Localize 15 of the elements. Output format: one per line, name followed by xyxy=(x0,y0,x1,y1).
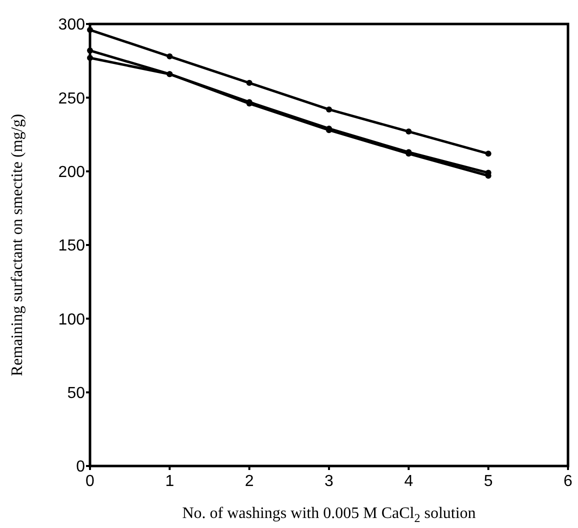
y-tick-label: 200 xyxy=(58,164,86,181)
x-tick-label: 5 xyxy=(484,473,493,490)
x-tick-label: 6 xyxy=(564,473,573,490)
y-axis-title: Remaining surfactant on smectite (mg/g) xyxy=(9,114,26,376)
x-tick-label: 4 xyxy=(404,473,414,490)
y-tick-label: 0 xyxy=(76,458,86,476)
y-tick-label: 300 xyxy=(58,16,86,34)
x-axis-title: No. of washings with 0.005 M CaCl$_{2}$ solution xyxy=(182,505,476,526)
x-tick-label: 3 xyxy=(324,473,334,490)
x-tick-label: 1 xyxy=(165,473,174,490)
y-tick-label: 50 xyxy=(67,384,86,402)
y-tick-label: 150 xyxy=(58,238,86,255)
x-tick-label: 2 xyxy=(244,473,254,490)
y-tick-label: 250 xyxy=(58,90,86,108)
y-tick-label: 100 xyxy=(58,311,86,328)
